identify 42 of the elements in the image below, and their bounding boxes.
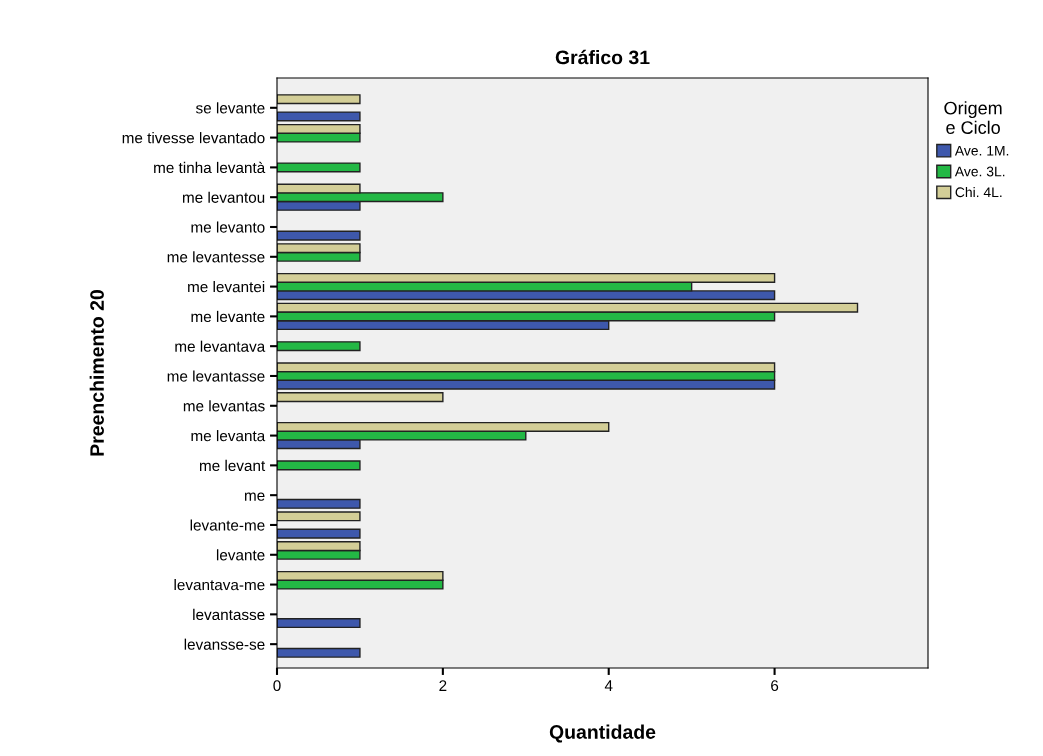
legend-title: Origem e Ciclo [944,101,1002,134]
y-tick-label: me [244,492,265,501]
bar [277,230,361,241]
x-tick-label: 4 [604,680,613,691]
x-tick-label: 6 [771,680,779,692]
bar [277,617,361,629]
bar [277,498,361,509]
y-axis-title: Preenchimento 20 [89,290,104,456]
y-tick-label: me levanta [191,430,266,442]
y-tick-label: levante [216,549,265,561]
y-tick-label: levante-me [190,519,265,531]
y-tick-label: me levantei [188,281,265,293]
y-tick-label: levansse-se [184,638,265,650]
y-tick-label: me levant [199,459,266,472]
y-tick-label: me levantou [182,191,265,203]
y-tick-label: me levantesse [167,251,265,263]
bar [277,341,361,352]
y-tick-label: me levantas [183,400,265,412]
y-tick-label: me tinha levantà [154,161,266,174]
y-tick-label: levantava-me [174,579,265,591]
legend-label: Chi. 4L. [955,186,1002,198]
bar [277,511,361,522]
bar [277,528,361,539]
bar [277,162,361,173]
x-tick-label: 0 [273,680,281,692]
y-tick-label: me levanto [191,221,265,233]
y-tick-label: se levante [195,102,265,114]
y-tick-label: me levante [191,310,265,323]
bar [277,392,444,403]
legend-label: Ave. 1M. [954,145,1009,156]
bar [277,111,361,122]
chart-title: Gráfico 31 [555,49,650,65]
y-tick-label: me levantasse [167,370,265,382]
bar [277,94,361,105]
y-tick-label: me tivesse levantado [122,132,265,144]
bar [277,647,361,658]
y-tick-label: me levantava [175,340,266,352]
legend-label: Ave. 3L. [954,166,1005,177]
bar [277,460,361,471]
x-tick-label: 2 [439,680,447,691]
y-tick-label: levantasse [193,608,265,621]
x-axis-title: Quantidade [549,724,656,743]
